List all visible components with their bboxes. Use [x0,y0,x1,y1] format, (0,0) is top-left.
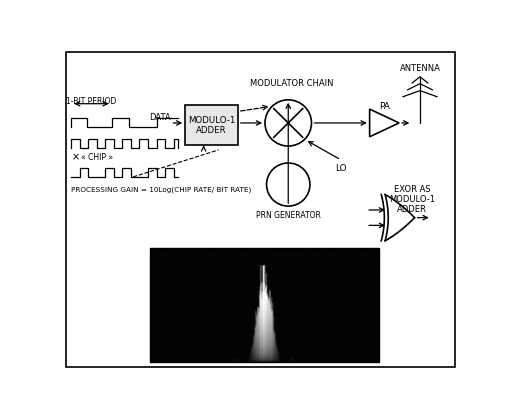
Text: 1-BIT PERIOD: 1-BIT PERIOD [66,97,117,106]
Text: ×: × [71,153,79,163]
Text: EXOR AS
MODULO-1
ADDER: EXOR AS MODULO-1 ADDER [389,185,435,215]
Text: ANTENNA: ANTENNA [400,63,440,73]
Text: MODULO-1
ADDER: MODULO-1 ADDER [188,115,235,135]
Text: PROCESSING GAIN = 10Log(CHIP RATE/ BIT RATE): PROCESSING GAIN = 10Log(CHIP RATE/ BIT R… [71,187,251,193]
Text: DATA: DATA [149,113,171,122]
Text: PA: PA [379,102,390,111]
Bar [150,249,379,362]
Bar [185,105,238,145]
Text: MODULATOR CHAIN: MODULATOR CHAIN [250,79,334,88]
Text: LO: LO [335,164,347,173]
Text: PRN GENERATOR: PRN GENERATOR [256,212,321,220]
Text: « CHIP »: « CHIP » [81,153,113,162]
